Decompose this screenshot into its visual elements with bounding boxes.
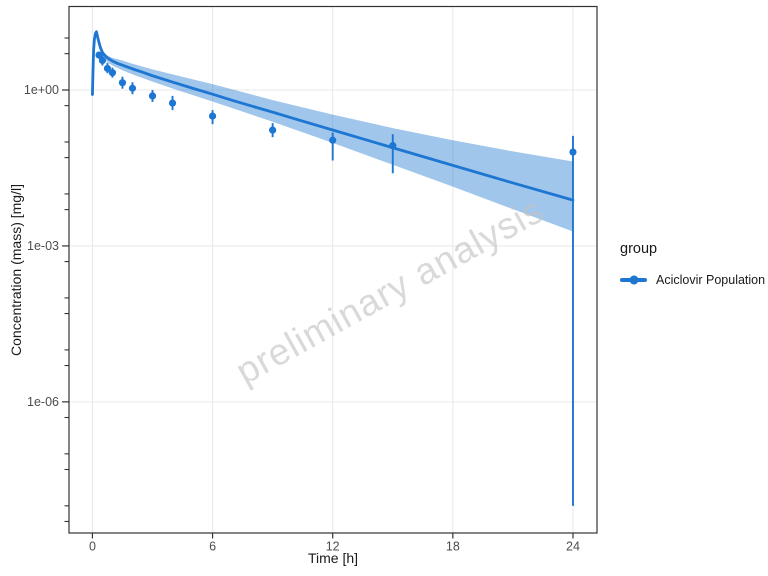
observed-point [569, 148, 577, 156]
observed-point [148, 92, 157, 100]
x-tick-label: 6 [209, 540, 216, 554]
observed-point [103, 64, 112, 73]
observed-point [128, 84, 137, 92]
gridlines [69, 6, 597, 533]
y-tick-label: 1e+00 [24, 83, 59, 97]
legend-title: group [620, 241, 658, 257]
data-layer [91, 30, 577, 506]
x-tick-label: 12 [326, 540, 340, 554]
observed-point [208, 112, 217, 120]
y-tick-label: 1e-03 [27, 239, 59, 253]
legend-item: Aciclovir Population [620, 273, 765, 287]
observed-point [329, 136, 337, 144]
simulated-mean-line [91, 30, 575, 202]
observed-point [98, 56, 107, 65]
observed-point [168, 99, 177, 107]
legend-key-dot-icon [629, 275, 638, 285]
legend-key-line-icon [620, 275, 647, 285]
observed-point [95, 51, 103, 59]
x-tick-label: 18 [446, 540, 460, 554]
observed-point [118, 79, 127, 87]
observed-point [108, 69, 117, 77]
legend-item-label: Aciclovir Population [656, 273, 766, 287]
observed-point [389, 142, 397, 150]
y-tick-label: 1e-06 [27, 395, 59, 409]
legend: group Aciclovir Population [620, 241, 765, 287]
axes: 0 6 12 18 24 1e+00 1e-03 1e-06 [24, 37, 580, 554]
x-tick-label: 24 [566, 540, 580, 554]
observed-point [269, 126, 277, 134]
x-tick-label: 0 [89, 540, 96, 554]
